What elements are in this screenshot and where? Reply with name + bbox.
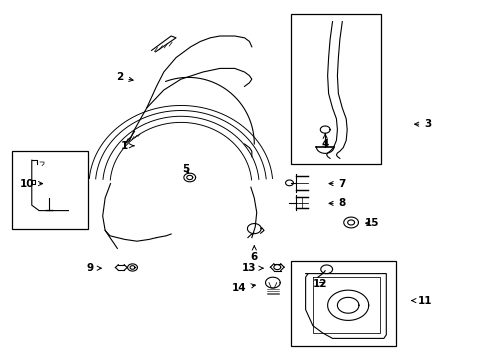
Text: 2: 2 <box>116 72 133 82</box>
Text: 5: 5 <box>182 164 189 174</box>
Text: 15: 15 <box>364 218 378 228</box>
Text: 11: 11 <box>411 296 432 306</box>
Text: 1: 1 <box>121 141 134 151</box>
Text: 14: 14 <box>232 283 255 293</box>
Text: 8: 8 <box>328 198 345 208</box>
Text: 6: 6 <box>250 246 257 262</box>
Bar <box>290 14 381 164</box>
Text: 7: 7 <box>328 179 346 189</box>
Text: 9: 9 <box>87 263 101 273</box>
Text: 3: 3 <box>414 119 430 129</box>
Bar <box>12 151 88 229</box>
Bar <box>290 261 395 346</box>
Text: 12: 12 <box>312 279 327 289</box>
Text: 13: 13 <box>242 263 263 273</box>
Text: 10: 10 <box>20 179 42 189</box>
Text: 4: 4 <box>321 134 328 149</box>
